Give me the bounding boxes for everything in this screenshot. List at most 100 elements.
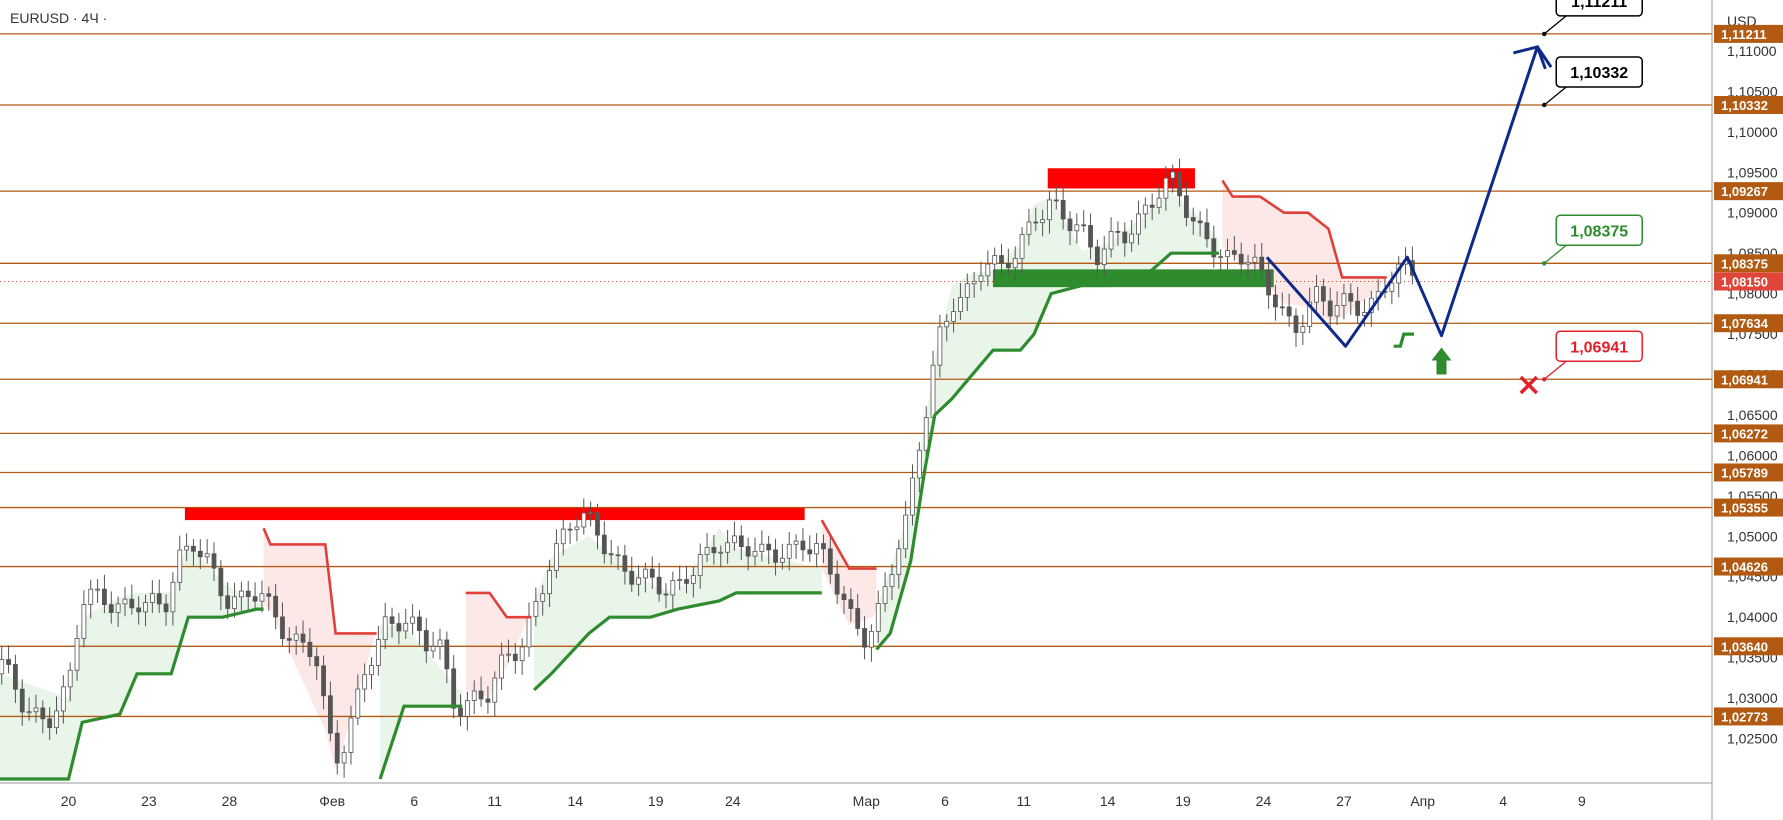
candle-body [1088, 225, 1093, 248]
y-tick-label: 1,10000 [1727, 124, 1778, 140]
candle-body [430, 646, 436, 652]
candle-body [499, 654, 505, 679]
candle-body [512, 653, 518, 662]
candle-body [1259, 256, 1265, 271]
candle-body [238, 590, 244, 598]
candle-body [608, 553, 614, 556]
candle-body [19, 688, 25, 713]
candle-body [595, 512, 600, 536]
candle-body [328, 695, 333, 734]
candle-body [1184, 195, 1189, 218]
chart-title: EURUSD · 4Ч · [10, 10, 108, 26]
candle-body [677, 579, 683, 581]
candle-body [300, 633, 306, 643]
level-tag-label: 1,05789 [1721, 465, 1768, 480]
candle-body [1190, 217, 1196, 222]
callout-label: 1,11211 [1571, 0, 1627, 11]
time-axis[interactable]: 20 23 28 Фев 6 11 14 19 24 Мар 6 11 14 19 24 27 Апр 4 9 [0, 782, 1712, 809]
candle-body [369, 665, 374, 676]
candle-body [1115, 231, 1121, 233]
y-tick-label: 1,04000 [1727, 609, 1778, 625]
candle-body [67, 669, 73, 688]
candle-body [1314, 286, 1319, 303]
candle-body [985, 263, 991, 277]
candle-body [410, 616, 415, 624]
price-axis[interactable]: USD 1,110001,105001,100001,095001,090001… [1711, 0, 1783, 820]
level-tag-label: 1,04626 [1721, 560, 1768, 575]
candle-body [389, 616, 395, 624]
level-tag [1714, 707, 1783, 726]
candle-body [697, 554, 703, 577]
y-tick-label: 1,02500 [1727, 731, 1778, 747]
x-tick-label: Фев [319, 793, 345, 809]
stop-line-bear-2-fill [465, 592, 531, 699]
candle-body [1047, 199, 1052, 221]
candle-body [1136, 213, 1141, 235]
candle-body [560, 528, 566, 545]
candle-body [574, 526, 580, 530]
level-tag-label: 1,03640 [1721, 639, 1768, 654]
candle-body [704, 547, 710, 555]
candle-body [122, 598, 128, 605]
zones [184, 168, 1274, 521]
level-tag-label: 1,05355 [1721, 501, 1768, 516]
candle-body [252, 596, 258, 602]
candle-body [855, 608, 861, 629]
candle-body [684, 579, 689, 584]
candle-body [1334, 305, 1340, 317]
candle-body [54, 710, 59, 729]
candle-body [382, 616, 388, 640]
candle-body [149, 593, 155, 603]
candle-body [807, 549, 813, 555]
candle-body [417, 616, 422, 631]
candle-body [643, 568, 648, 579]
level-tag-label: 1,02773 [1721, 709, 1768, 724]
level-tag-label: 1,06272 [1721, 426, 1768, 441]
bear-stop-line [1221, 179, 1387, 279]
candle-body [1389, 282, 1395, 292]
level-tag [1714, 182, 1783, 201]
y-tick-label: 1,03000 [1727, 690, 1778, 706]
candle-body [779, 557, 785, 563]
x-tick-label: 19 [1175, 793, 1191, 809]
callout-anchor [1542, 102, 1547, 108]
candle-body [458, 707, 463, 717]
callout-label: 1,08375 [1570, 223, 1628, 240]
candle-body [204, 553, 210, 558]
candle-body [163, 603, 169, 613]
candle-body [273, 595, 279, 618]
candle-body [0, 659, 5, 675]
candle-body [40, 707, 46, 720]
candle-body [800, 540, 806, 551]
candles [0, 158, 1415, 778]
candle-body [1108, 231, 1114, 250]
candle-body [74, 638, 80, 671]
candle-body [773, 549, 778, 563]
callout-box [1555, 56, 1643, 88]
level-tag [1714, 637, 1783, 656]
candle-body [540, 593, 546, 602]
level-tag-label: 1,07634 [1721, 316, 1769, 331]
candle-body [177, 549, 183, 583]
candle-body [930, 364, 936, 418]
candle-body [355, 688, 361, 719]
candle-body [567, 528, 573, 531]
candle-body [1231, 250, 1237, 255]
candle-body [13, 664, 18, 690]
candle-body [711, 547, 717, 554]
bull-stop-line [875, 251, 1219, 651]
callout-anchor [1542, 377, 1547, 382]
candle-body [33, 707, 39, 713]
candle-body [1286, 306, 1292, 317]
level-tag [1714, 24, 1783, 43]
stop-line-bear-4-fill [1222, 180, 1387, 322]
candle-body [1204, 222, 1210, 240]
stop-lines [0, 179, 1415, 781]
x-tick-label: 19 [648, 793, 664, 809]
candle-body [999, 255, 1004, 264]
level-tag [1714, 314, 1783, 333]
candle-body [444, 639, 450, 670]
candle-body [437, 639, 443, 647]
callout-leader [1543, 15, 1567, 35]
